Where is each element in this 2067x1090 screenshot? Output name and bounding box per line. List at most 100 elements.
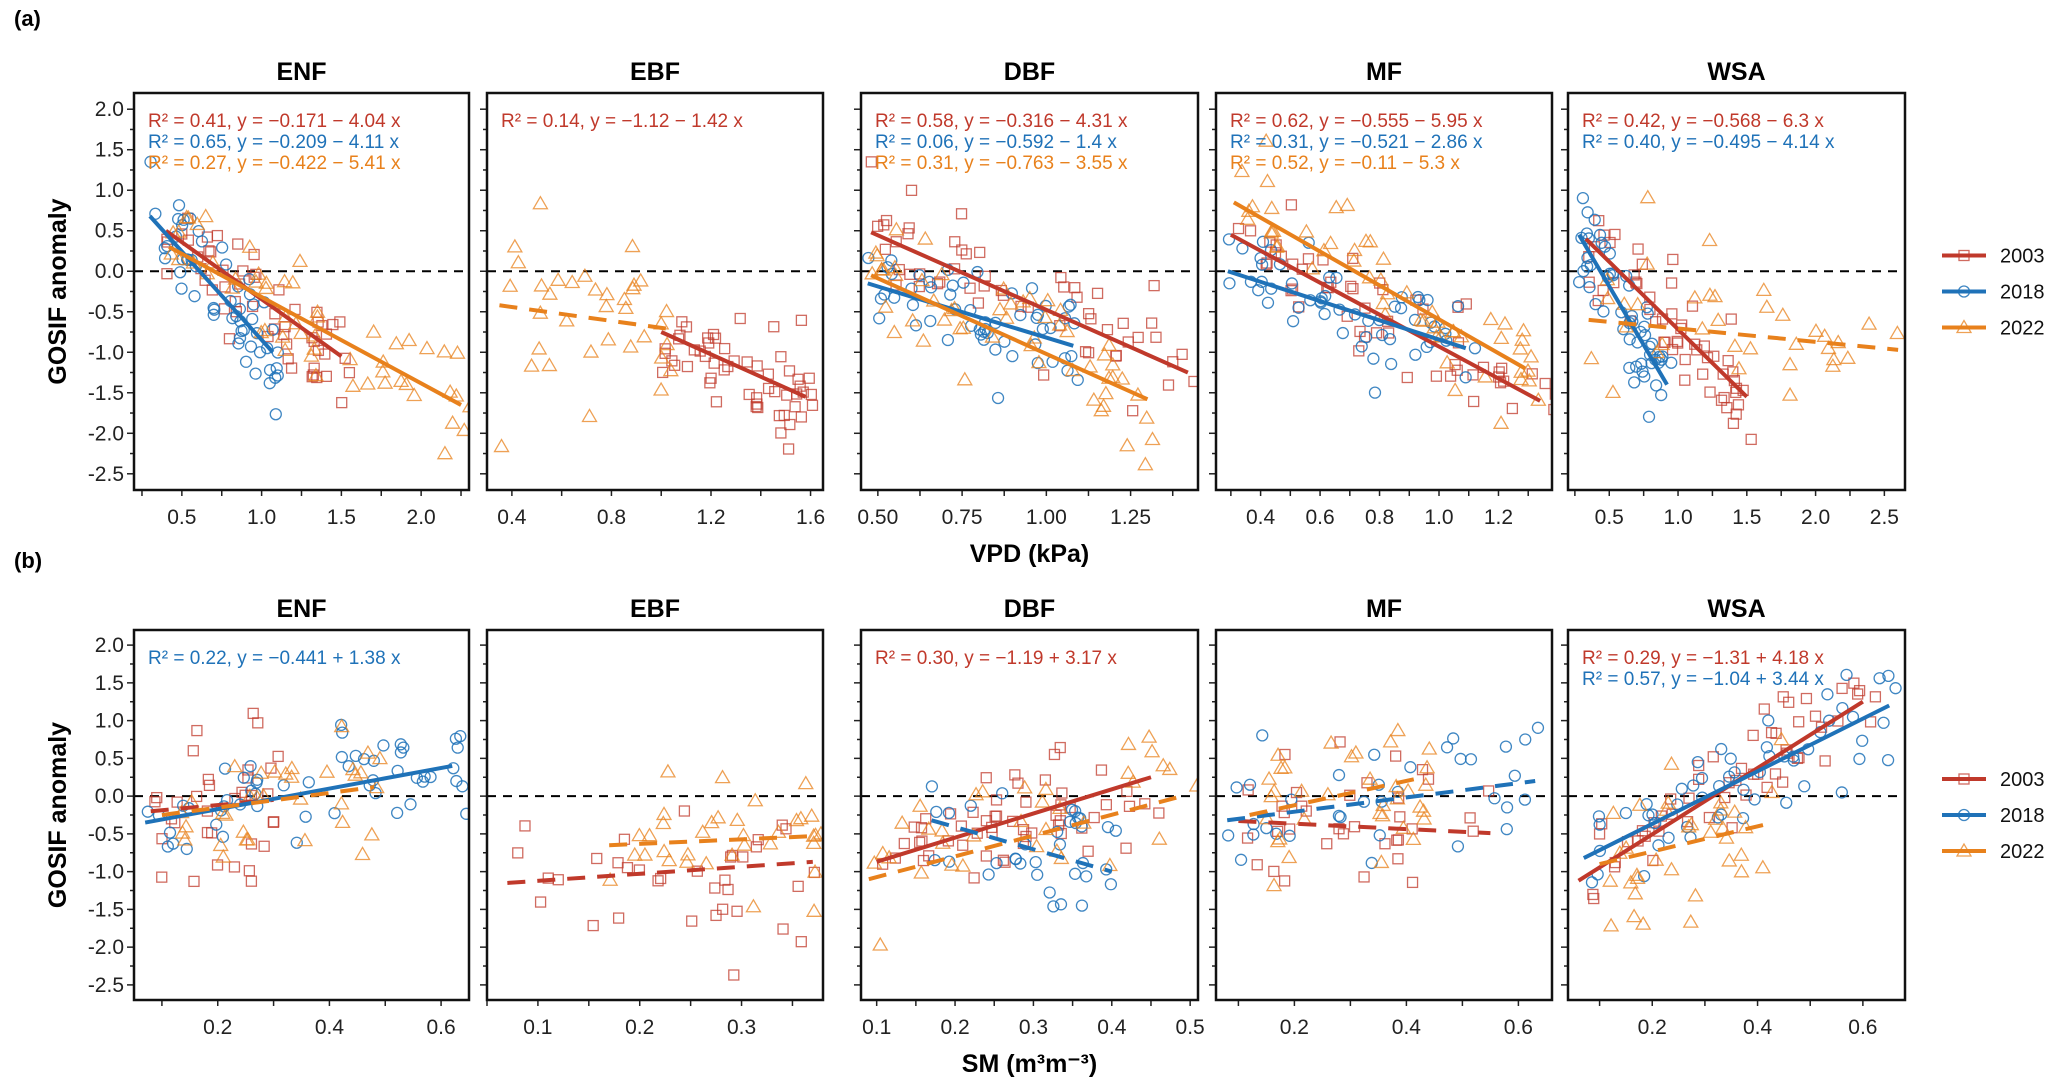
point-2003 <box>312 344 325 357</box>
point-2003 <box>621 861 634 874</box>
point-2022 <box>197 208 214 223</box>
point-2022 <box>1663 861 1680 876</box>
point-2018 <box>336 726 349 739</box>
y-tick-label: -2.0 <box>88 422 124 445</box>
point-2003 <box>1069 282 1081 294</box>
point-2003 <box>243 865 256 877</box>
point-2018 <box>1230 781 1243 794</box>
point-2018 <box>1957 808 1971 822</box>
point-2018 <box>924 281 938 294</box>
point-2018 <box>1715 742 1728 756</box>
point-2018 <box>1737 783 1750 796</box>
point-2018 <box>1234 853 1248 866</box>
point-2022 <box>333 795 350 810</box>
point-2003 <box>1482 785 1495 797</box>
point-2018 <box>1577 265 1590 278</box>
point-2003 <box>1467 369 1479 381</box>
point-2018 <box>1368 748 1381 761</box>
point-2022 <box>653 349 670 364</box>
point-2003 <box>1321 838 1333 850</box>
point-2003 <box>1009 769 1021 781</box>
point-2022 <box>1412 312 1429 327</box>
point-2003 <box>285 362 298 374</box>
point-2003 <box>1148 279 1160 292</box>
point-2022 <box>1682 913 1699 928</box>
point-2003 <box>1732 399 1745 411</box>
point-2022 <box>1702 823 1719 838</box>
point-2022 <box>1706 288 1724 303</box>
point-2022 <box>1618 318 1635 333</box>
point-2018 <box>1691 755 1704 769</box>
point-2003 <box>1468 395 1480 408</box>
point-2018 <box>982 868 995 881</box>
point-2003 <box>1132 331 1144 344</box>
point-2003 <box>1593 828 1606 840</box>
point-2022 <box>1622 874 1639 889</box>
point-2022 <box>418 340 436 355</box>
point-2022 <box>532 195 549 210</box>
point-2018 <box>1585 876 1599 889</box>
point-2022 <box>1663 755 1680 770</box>
point-2018 <box>1835 786 1848 799</box>
point-2003 <box>1088 811 1100 824</box>
point-2018 <box>1318 307 1331 321</box>
point-2018 <box>349 749 362 763</box>
legend-label-2003: 2003 <box>2000 246 2045 268</box>
point-2022 <box>1628 867 1646 882</box>
point-2022 <box>1151 830 1168 845</box>
point-2022 <box>998 309 1015 324</box>
point-2003 <box>1100 799 1113 811</box>
point-2022 <box>1599 290 1616 305</box>
point-2018 <box>266 323 279 336</box>
point-2022 <box>582 343 600 358</box>
plot-area <box>861 156 1198 471</box>
point-2018 <box>1630 360 1643 373</box>
legend-label-2018: 2018 <box>2000 805 2045 827</box>
point-2003 <box>612 912 625 924</box>
point-2022 <box>365 323 382 338</box>
point-2003 <box>1588 892 1600 905</box>
point-2003 <box>343 366 356 379</box>
point-2018 <box>299 810 312 823</box>
point-2018 <box>1029 855 1042 869</box>
point-2003 <box>871 220 884 232</box>
point-2003 <box>1758 703 1770 715</box>
fit-line-2003 <box>870 230 1189 375</box>
fit-line-2003 <box>1238 819 1491 836</box>
point-2022 <box>1754 859 1771 874</box>
point-2003 <box>1406 876 1419 889</box>
row-label: (a) <box>14 6 41 31</box>
point-2018 <box>1877 716 1890 729</box>
point-2003 <box>795 314 808 326</box>
point-2022 <box>1839 350 1856 364</box>
point-2022 <box>1512 340 1529 355</box>
point-2022 <box>277 765 294 780</box>
point-2003 <box>795 411 808 423</box>
point-2022 <box>933 822 951 837</box>
point-2003 <box>336 396 348 409</box>
point-2018 <box>163 826 177 839</box>
fit-line-2003 <box>507 859 813 885</box>
point-2018 <box>180 842 193 856</box>
point-2003 <box>923 850 935 862</box>
point-2018 <box>1047 900 1060 913</box>
point-2018 <box>161 840 174 853</box>
panel-frame <box>1214 91 1554 492</box>
point-2003 <box>1958 773 1970 785</box>
point-2022 <box>1161 761 1178 776</box>
point-2003 <box>1071 291 1083 303</box>
point-2022 <box>807 827 823 842</box>
point-2003 <box>191 724 203 737</box>
point-2003 <box>768 321 780 333</box>
point-2022 <box>1012 813 1030 828</box>
facet-wsa: WSA 0.5 1.0 1.5 2.0 2.5 R² = 0.42, y = −0.568 … <box>1561 58 1907 529</box>
plot-area <box>1568 189 1905 446</box>
point-2003 <box>1451 364 1463 376</box>
point-2003 <box>236 786 248 799</box>
point-2003 <box>1776 776 1789 788</box>
point-2018 <box>1573 275 1586 289</box>
point-2018 <box>175 282 188 295</box>
point-2022 <box>1339 197 1356 212</box>
point-2022 <box>1411 798 1429 813</box>
point-2022 <box>1721 852 1738 867</box>
